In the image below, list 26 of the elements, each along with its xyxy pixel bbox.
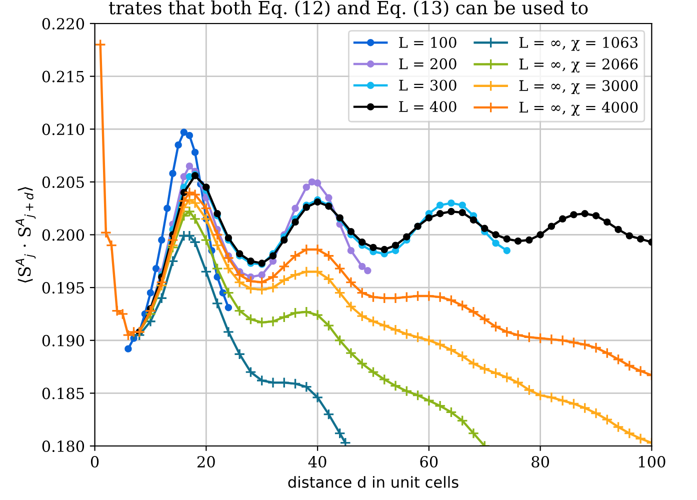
x-tick-label: 60 xyxy=(420,456,438,468)
x-tick-label: 80 xyxy=(532,456,550,468)
y-tick-label: 0.200 xyxy=(42,229,84,241)
y-tick-label: 0.180 xyxy=(42,440,84,452)
y-tick-label: 0.190 xyxy=(42,334,84,346)
x-tick-label: 20 xyxy=(197,456,215,468)
text: trates that both Eq. (12) and Eq. (13) can be used to xyxy=(108,0,588,18)
x-tick-label: 0 xyxy=(90,456,99,468)
x-tick-label: 100 xyxy=(638,456,666,468)
y-tick-label: 0.220 xyxy=(42,18,84,30)
legend-label: L = 100 xyxy=(399,36,456,48)
legend-label: L = ∞, χ = 2066 xyxy=(519,58,638,73)
y-tick-label: 0.195 xyxy=(42,282,84,294)
legend-label: L = ∞, χ = 1063 xyxy=(519,36,638,51)
y-tick-label: 0.185 xyxy=(42,388,84,400)
y-tick-label: 0.205 xyxy=(42,176,84,188)
legend-label: L = ∞, χ = 3000 xyxy=(519,80,638,94)
y-axis-title: ⟨S$^{A}$$_{j}$ · S$^{A}$$_{j+d}$⟩ xyxy=(16,187,36,283)
legend-label: L = 400 xyxy=(399,101,456,112)
x-axis-title: distance d in unit cells xyxy=(288,476,458,488)
legend-label: L = ∞, χ = 4000 xyxy=(519,102,638,116)
y-tick-label: 0.210 xyxy=(42,124,84,136)
y-tick-label: 0.215 xyxy=(42,70,84,82)
x-tick-label: 40 xyxy=(308,456,326,468)
legend-label: L = 200 xyxy=(399,58,456,70)
legend-label: L = 300 xyxy=(399,80,456,91)
